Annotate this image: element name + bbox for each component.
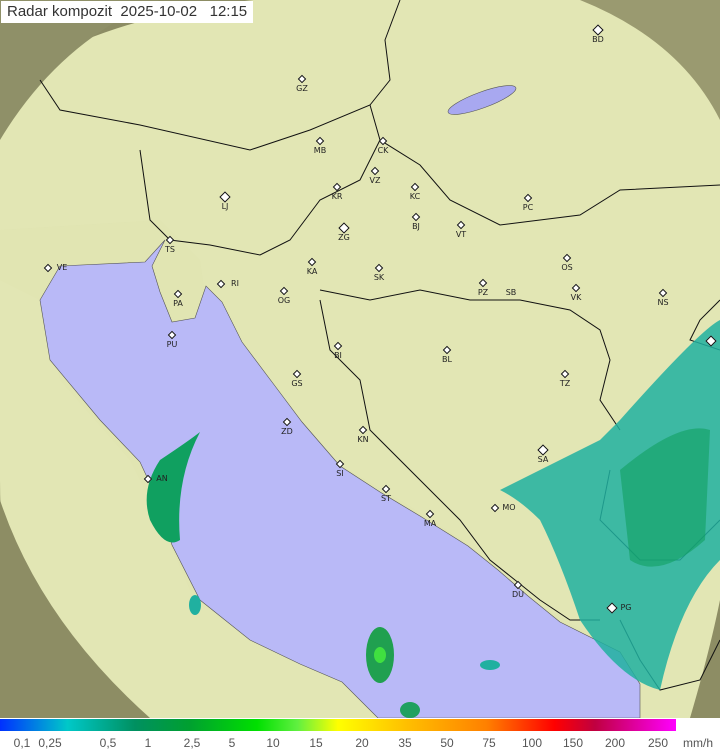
city-label-sa: SA (537, 455, 549, 464)
outside-coverage-nw (0, 0, 160, 140)
legend-label: 0,5 (99, 736, 117, 750)
precip-area-east (500, 320, 720, 690)
legend-label: 50 (440, 736, 454, 750)
city-label-du: DU (511, 590, 525, 599)
city-label-mo: MO (502, 503, 516, 512)
legend-label: 35 (398, 736, 412, 750)
city-label-ka: KA (306, 267, 318, 276)
precip-cell-small-1 (189, 595, 201, 615)
city-label-sk: SK (373, 273, 385, 282)
city-label-zg: ZG (338, 233, 350, 242)
city-label-an: AN (156, 474, 168, 483)
map-canvas (0, 0, 720, 718)
city-label-gs: GS (291, 379, 303, 388)
city-label-ts: TS (165, 245, 175, 254)
city-label-ve: VE (56, 263, 68, 272)
legend-label: 150 (562, 736, 584, 750)
city-label-bl: BL (442, 355, 452, 364)
legend-label: 250 (647, 736, 669, 750)
city-label-pa: PA (173, 299, 183, 308)
city-label-gz: GZ (296, 84, 308, 93)
city-label-kc: KC (409, 192, 421, 201)
precip-cell-small-2 (480, 660, 500, 670)
city-label-os: OS (561, 263, 573, 272)
legend-label: 20 (355, 736, 369, 750)
outside-coverage-sw (0, 500, 150, 718)
city-label-si: SI (336, 469, 344, 478)
outside-coverage-ne (580, 0, 720, 120)
legend-label: 0,25 (38, 736, 62, 750)
city-label-ck: CK (377, 146, 389, 155)
map-title: Radar kompozit 2025-10-02 12:15 (1, 1, 254, 23)
legend-label: 0,1 (13, 736, 31, 750)
legend-label: 200 (604, 736, 626, 750)
city-label-sb: SB (505, 288, 517, 297)
city-label-lj: LJ (221, 202, 229, 211)
legend-label: 15 (309, 736, 323, 750)
precip-cell-south-core (374, 647, 386, 663)
precip-cell-small-3 (400, 702, 420, 718)
city-label-pz: PZ (477, 288, 489, 297)
legend-label: 10 (266, 736, 280, 750)
legend-label: 75 (482, 736, 496, 750)
city-label-ma: MA (423, 519, 437, 528)
city-label-kr: KR (331, 192, 343, 201)
legend-label: 1 (144, 736, 152, 750)
city-label-vt: VT (455, 230, 467, 239)
city-label-pc: PC (522, 203, 534, 212)
city-label-bj: BJ (412, 222, 420, 231)
city-label-bd: BD (592, 35, 604, 44)
outside-coverage-se (690, 600, 720, 718)
city-label-og: OG (277, 296, 291, 305)
legend-label: 5 (228, 736, 236, 750)
city-label-st: ST (381, 494, 391, 503)
city-label-ns: NS (657, 298, 669, 307)
city-label-mb: MB (313, 146, 327, 155)
precipitation (146, 320, 720, 718)
city-label-bi: BI (334, 351, 342, 360)
legend-unit: mm/h (683, 736, 713, 750)
city-label-vz: VZ (369, 176, 381, 185)
city-label-zd: ZD (281, 427, 293, 436)
city-label-pu: PU (166, 340, 178, 349)
city-label-vk: VK (570, 293, 582, 302)
precip-cell-ancona (146, 432, 200, 543)
legend-label: 2,5 (183, 736, 201, 750)
legend-label: 100 (521, 736, 543, 750)
precip-legend-colorbar (0, 719, 676, 731)
lake-balaton (447, 85, 517, 115)
city-label-pg: PG (620, 603, 632, 612)
city-label-ri: RI (231, 279, 239, 288)
city-label-kn: KN (357, 435, 369, 444)
city-label-tz: TZ (559, 379, 571, 388)
precip-core-east (620, 428, 710, 567)
